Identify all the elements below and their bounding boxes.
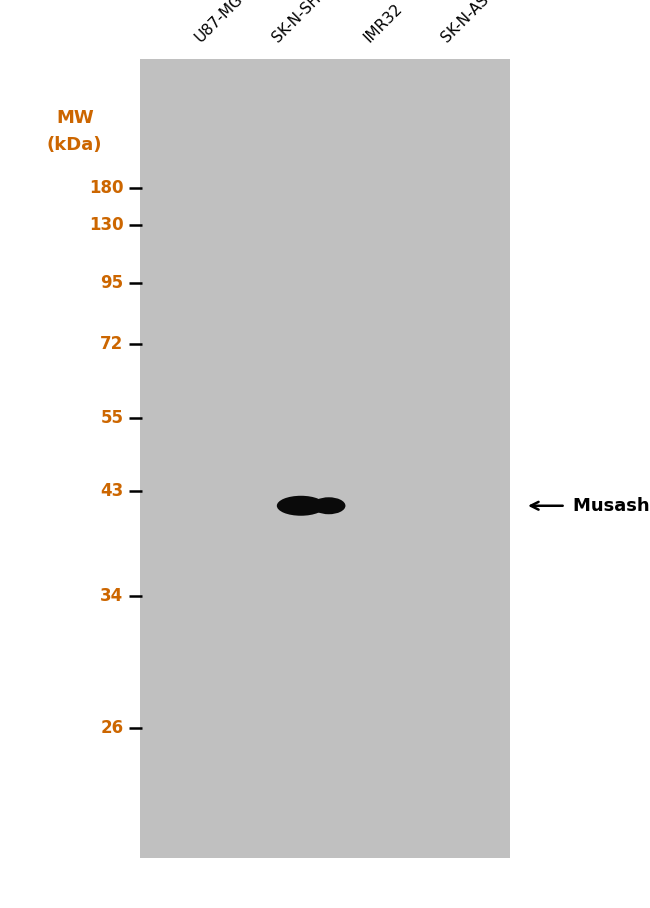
- Text: 95: 95: [100, 274, 124, 292]
- Text: IMR32: IMR32: [361, 1, 405, 45]
- Text: U87-MG: U87-MG: [192, 0, 246, 45]
- Text: (kDa): (kDa): [47, 136, 103, 154]
- Text: SK-N-AS: SK-N-AS: [439, 0, 492, 45]
- Bar: [140, 59, 510, 858]
- Text: Musashi 1: Musashi 1: [573, 497, 650, 515]
- Text: 34: 34: [100, 587, 124, 605]
- Text: 43: 43: [100, 482, 124, 500]
- Text: 26: 26: [100, 719, 124, 737]
- Ellipse shape: [312, 498, 345, 514]
- Text: MW: MW: [56, 109, 94, 127]
- Text: 72: 72: [100, 335, 124, 353]
- Text: 55: 55: [101, 409, 124, 427]
- Text: 130: 130: [89, 216, 124, 234]
- Text: SK-N-SH: SK-N-SH: [270, 0, 324, 45]
- Ellipse shape: [277, 496, 325, 516]
- Text: 180: 180: [89, 179, 124, 197]
